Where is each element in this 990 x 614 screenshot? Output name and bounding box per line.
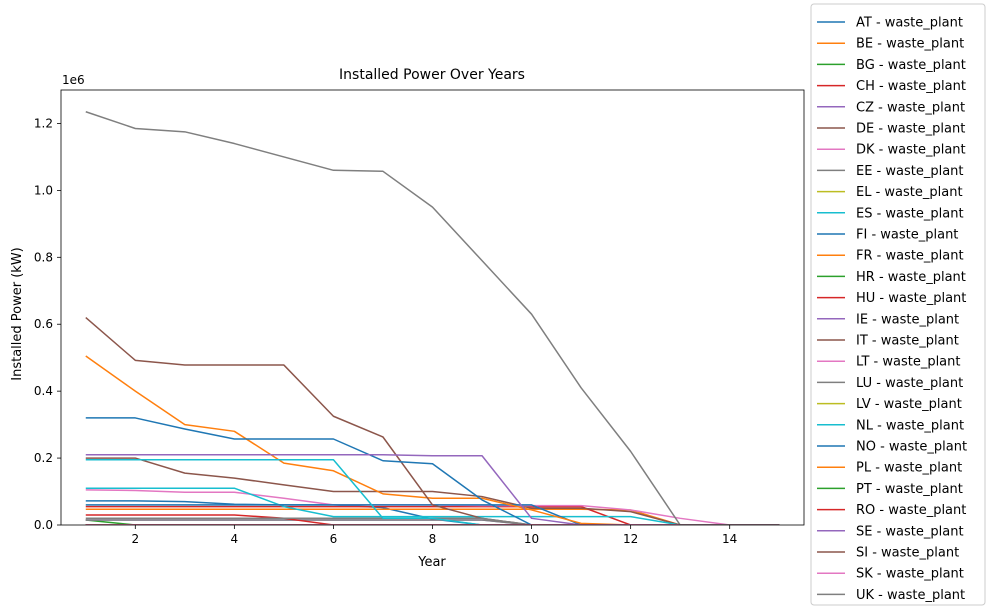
legend-item: PT - waste_plant bbox=[817, 482, 963, 497]
legend: AT - waste_plant BE - waste_plant BG - was… bbox=[810, 3, 986, 606]
x-tick-label: 12 bbox=[623, 532, 638, 546]
legend-label: IE - waste_plant bbox=[856, 312, 959, 327]
x-tick-label: 14 bbox=[722, 532, 737, 546]
legend-item: PL - waste_plant bbox=[817, 461, 962, 476]
legend-label: SE - waste_plant bbox=[856, 524, 964, 539]
legend-label: BG - waste_plant bbox=[856, 58, 966, 73]
legend-label: EE - waste_plant bbox=[856, 164, 964, 179]
legend-item: UK - waste_plant bbox=[817, 588, 965, 603]
series-line-se bbox=[85, 453, 780, 525]
chart-title: Installed Power Over Years bbox=[339, 67, 525, 83]
legend-item: EE - waste_plant bbox=[817, 164, 964, 179]
legend-label: NL - waste_plant bbox=[856, 418, 964, 433]
y-tick-label: 1.0 bbox=[34, 183, 53, 197]
y-tick-label: 0.8 bbox=[34, 250, 53, 264]
legend-label: HU - waste_plant bbox=[856, 291, 966, 306]
x-tick-label: 10 bbox=[524, 532, 539, 546]
legend-item: DE - waste_plant bbox=[817, 122, 965, 137]
x-tick-label: 8 bbox=[429, 532, 437, 546]
legend-label: ES - waste_plant bbox=[856, 206, 964, 221]
x-tick-label: 6 bbox=[330, 532, 338, 546]
legend-label: DE - waste_plant bbox=[856, 122, 965, 137]
legend-frame bbox=[810, 3, 986, 606]
y-axis-offset-label: 1e6 bbox=[62, 73, 85, 87]
legend-label: FI - waste_plant bbox=[856, 228, 958, 243]
legend-item: HU - waste_plant bbox=[817, 291, 966, 306]
legend-item: IE - waste_plant bbox=[817, 312, 959, 327]
legend-label: EL - waste_plant bbox=[856, 185, 963, 200]
legend-label: SK - waste_plant bbox=[856, 567, 964, 582]
legend-item: NO - waste_plant bbox=[817, 440, 967, 455]
legend-label: AT - waste_plant bbox=[856, 16, 963, 31]
legend-item: RO - waste_plant bbox=[817, 503, 966, 518]
y-axis-ticks: 0.0 0.2 0.4 0.6 0.8 1.0 1.2 bbox=[34, 116, 61, 532]
series-line-ch bbox=[85, 505, 780, 525]
legend-label: LT - waste_plant bbox=[856, 355, 960, 370]
x-tick-label: 2 bbox=[131, 532, 139, 546]
series-layer bbox=[85, 111, 780, 525]
legend-item: LV - waste_plant bbox=[817, 397, 962, 412]
x-axis-label: Year bbox=[417, 555, 446, 570]
legend-item: SI - waste_plant bbox=[817, 546, 959, 561]
legend-label: CH - waste_plant bbox=[856, 79, 966, 94]
legend-item: FR - waste_plant bbox=[817, 249, 964, 264]
legend-label: LU - waste_plant bbox=[856, 376, 963, 391]
legend-item: CH - waste_plant bbox=[817, 79, 966, 94]
y-tick-label: 0.0 bbox=[34, 518, 53, 532]
series-line-it bbox=[85, 316, 780, 525]
series-line-es bbox=[85, 487, 780, 525]
legend-label: BE - waste_plant bbox=[856, 37, 964, 52]
legend-item: AT - waste_plant bbox=[817, 16, 963, 31]
series-line-hu bbox=[85, 514, 780, 525]
legend-items: AT - waste_plant BE - waste_plant BG - was… bbox=[817, 16, 967, 603]
x-tick-label: 4 bbox=[231, 532, 239, 546]
legend-item: ES - waste_plant bbox=[817, 206, 964, 221]
series-line-nl bbox=[85, 459, 780, 525]
legend-label: PT - waste_plant bbox=[856, 482, 963, 497]
series-line-de bbox=[85, 457, 780, 525]
y-tick-label: 0.4 bbox=[34, 384, 53, 398]
legend-item: EL - waste_plant bbox=[817, 185, 963, 200]
series-line-no bbox=[85, 417, 780, 525]
legend-label: PL - waste_plant bbox=[856, 461, 962, 476]
y-tick-label: 1.2 bbox=[34, 116, 53, 130]
legend-item: SK - waste_plant bbox=[817, 567, 964, 582]
legend-label: UK - waste_plant bbox=[856, 588, 965, 603]
x-axis-ticks: 2 4 6 8 10 12 14 bbox=[131, 525, 737, 546]
legend-label: SI - waste_plant bbox=[856, 546, 959, 561]
legend-item: SE - waste_plant bbox=[817, 524, 964, 539]
legend-item: FI - waste_plant bbox=[817, 228, 958, 243]
legend-item: CZ - waste_plant bbox=[817, 100, 965, 115]
legend-item: BE - waste_plant bbox=[817, 37, 964, 52]
series-line-uk bbox=[85, 111, 780, 525]
legend-item: BG - waste_plant bbox=[817, 58, 966, 73]
series-line-fr bbox=[85, 355, 780, 525]
y-axis-label: Installed Power (kW) bbox=[10, 247, 25, 380]
plot-area bbox=[60, 89, 805, 526]
legend-label: RO - waste_plant bbox=[856, 503, 966, 518]
y-tick-label: 0.6 bbox=[34, 317, 53, 331]
legend-label: IT - waste_plant bbox=[856, 334, 959, 349]
legend-item: HR - waste_plant bbox=[817, 270, 966, 285]
legend-label: FR - waste_plant bbox=[856, 249, 964, 264]
series-line-ee bbox=[85, 519, 780, 525]
legend-label: NO - waste_plant bbox=[856, 440, 967, 455]
legend-item: LU - waste_plant bbox=[817, 376, 963, 391]
legend-label: LV - waste_plant bbox=[856, 397, 962, 412]
legend-label: DK - waste_plant bbox=[856, 143, 966, 158]
y-tick-label: 0.2 bbox=[34, 451, 53, 465]
legend-label: CZ - waste_plant bbox=[856, 100, 965, 115]
legend-item: NL - waste_plant bbox=[817, 418, 964, 433]
legend-item: LT - waste_plant bbox=[817, 355, 960, 370]
legend-item: DK - waste_plant bbox=[817, 143, 966, 158]
legend-item: IT - waste_plant bbox=[817, 334, 959, 349]
legend-label: HR - waste_plant bbox=[856, 270, 966, 285]
